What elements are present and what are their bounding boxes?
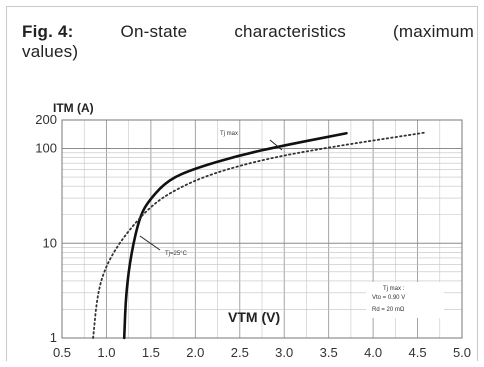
params-box <box>366 282 444 318</box>
tj25-arrow <box>139 235 161 251</box>
x-tick-label: 0.5 <box>53 345 71 360</box>
x-tick-label: 4.5 <box>409 345 427 360</box>
params-vto: Vto = 0.90 V <box>372 295 405 301</box>
x-tick-label: 5.0 <box>453 345 471 360</box>
figure-frame <box>6 6 478 361</box>
x-tick-label: 4.0 <box>364 345 382 360</box>
caption-word: characteristics <box>234 22 346 41</box>
caption-line-1: Fig. 4: On-state characteristics (maximu… <box>22 22 474 42</box>
caption-word: On-state <box>120 22 188 41</box>
y-tick-label: 1 <box>50 330 57 345</box>
x-tick-label: 2.0 <box>186 345 204 360</box>
series-line-tj-max <box>122 131 348 340</box>
chart-annotations: Tj max Tj=25°C Tj max : Vto = 0.90 V Rd … <box>165 131 405 325</box>
x-axis-label: VTM (V) <box>228 309 280 325</box>
x-tick-label: 1.5 <box>142 345 160 360</box>
plot-border <box>61 119 463 339</box>
figure-caption: Fig. 4: On-state characteristics (maximu… <box>22 22 474 62</box>
chart-series <box>92 131 444 340</box>
x-tick-label: 3.0 <box>275 345 293 360</box>
series-line-tj-25 <box>92 131 428 339</box>
figure-number: Fig. 4: <box>22 22 74 41</box>
params-rd: Rd = 20 mΩ <box>372 307 405 313</box>
x-tick-label: 2.5 <box>231 345 249 360</box>
y-tick-label: 200 <box>35 112 57 127</box>
params-heading: Tj max : <box>383 286 405 292</box>
caption-word: (maximum <box>393 22 474 41</box>
y-tick-label: 100 <box>35 141 57 156</box>
tj-max-label: Tj max <box>220 131 238 137</box>
x-tick-label: 1.0 <box>97 345 115 360</box>
x-tick-label: 3.5 <box>320 345 338 360</box>
tj25-label: Tj=25°C <box>165 251 188 257</box>
y-tick-label: 10 <box>43 235 57 250</box>
chart-grid <box>61 119 463 339</box>
caption-line-2: values) <box>22 42 79 61</box>
y-axis-label: ITM (A) <box>53 101 94 115</box>
tj-max-arrow <box>269 139 283 151</box>
chart-ticks: 0.5 1.0 1.5 2.0 2.5 3.0 3.5 4.0 4.5 5.0 1 10 100 200 <box>35 112 471 360</box>
